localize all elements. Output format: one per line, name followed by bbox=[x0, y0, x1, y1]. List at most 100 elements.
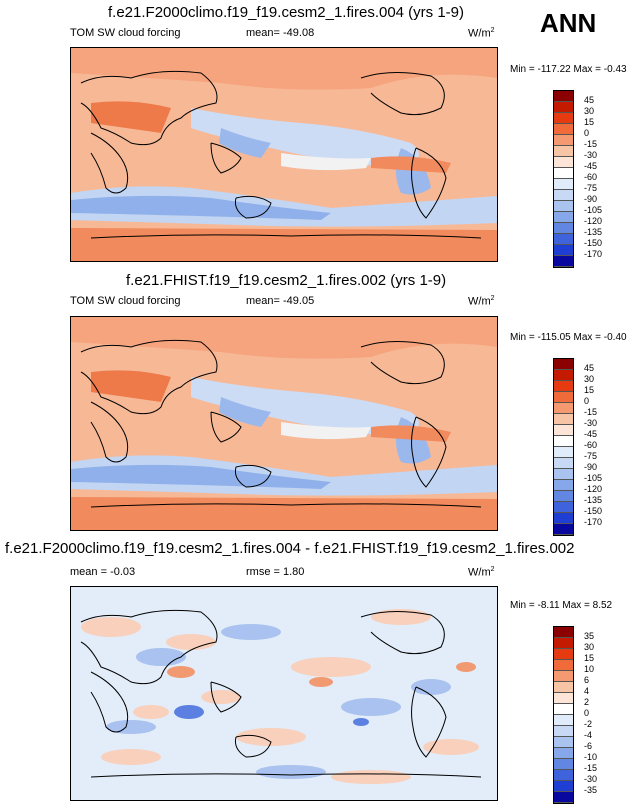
panel3-mean: mean = -0.03 bbox=[70, 566, 135, 578]
panel2-mean: mean= -49.05 bbox=[246, 295, 314, 307]
panel2-mean-label: mean= bbox=[246, 295, 280, 307]
panel1-map bbox=[70, 47, 498, 262]
panel2-minmax: Min = -115.05 Max = -0.40 bbox=[510, 332, 627, 343]
panel1-variable: TOM SW cloud forcing bbox=[70, 27, 181, 39]
panel2-mean-value: -49.05 bbox=[283, 295, 315, 307]
colorbar-swatch bbox=[554, 660, 573, 671]
colorbar-swatch bbox=[554, 381, 573, 392]
colorbar-tick-label: 2 bbox=[584, 697, 590, 707]
colorbar-swatch bbox=[554, 403, 573, 414]
colorbar-tick-label: -150 bbox=[584, 506, 603, 516]
colorbar-tick-label: 0 bbox=[584, 708, 590, 718]
colorbar-swatch bbox=[554, 480, 573, 491]
panel1-colorbar bbox=[553, 90, 574, 268]
colorbar-swatch bbox=[554, 502, 573, 513]
panel1-mean-label: mean= bbox=[246, 27, 280, 39]
colorbar-tick-label: -60 bbox=[584, 440, 598, 450]
colorbar-swatch bbox=[554, 146, 573, 157]
colorbar-tick-label: 30 bbox=[584, 106, 595, 116]
colorbar-swatch bbox=[554, 425, 573, 436]
colorbar-swatch bbox=[554, 91, 573, 102]
colorbar-tick-label: -120 bbox=[584, 484, 603, 494]
colorbar-swatch bbox=[554, 513, 573, 524]
panel3-rmse: rmse = 1.80 bbox=[246, 566, 304, 578]
colorbar-swatch bbox=[554, 359, 573, 370]
colorbar-swatch bbox=[554, 179, 573, 190]
colorbar-tick-label: -135 bbox=[584, 227, 603, 237]
colorbar-swatch bbox=[554, 524, 573, 535]
colorbar-tick-label: -45 bbox=[584, 429, 598, 439]
colorbar-swatch bbox=[554, 168, 573, 179]
colorbar-tick-label: 0 bbox=[584, 128, 590, 138]
colorbar-swatch bbox=[554, 649, 573, 660]
colorbar-tick-label: -135 bbox=[584, 495, 603, 505]
colorbar-swatch bbox=[554, 447, 573, 458]
colorbar-swatch bbox=[554, 638, 573, 649]
colorbar-tick-label: -170 bbox=[584, 517, 603, 527]
colorbar-swatch bbox=[554, 256, 573, 267]
colorbar-swatch bbox=[554, 726, 573, 737]
panel1-mean-value: -49.08 bbox=[283, 27, 315, 39]
colorbar-tick-label: -75 bbox=[584, 183, 598, 193]
panel2-title: f.e21.FHIST.f19_f19.cesm2_1.fires.002 (y… bbox=[126, 272, 447, 289]
panel3-colorbar bbox=[553, 626, 574, 804]
colorbar-swatch bbox=[554, 223, 573, 234]
colorbar-swatch bbox=[554, 458, 573, 469]
colorbar-swatch bbox=[554, 715, 573, 726]
colorbar-swatch bbox=[554, 113, 573, 124]
panel3-units: W/m2 bbox=[468, 566, 495, 579]
colorbar-tick-label: 0 bbox=[584, 396, 590, 406]
colorbar-swatch bbox=[554, 693, 573, 704]
panel3-mean-label: mean = bbox=[70, 566, 107, 578]
colorbar-swatch bbox=[554, 759, 573, 770]
panel3-rmse-value: 1.80 bbox=[283, 566, 305, 578]
colorbar-tick-label: -15 bbox=[584, 139, 598, 149]
colorbar-tick-label: -105 bbox=[584, 473, 603, 483]
colorbar-tick-label: -30 bbox=[584, 774, 598, 784]
colorbar-tick-label: 45 bbox=[584, 363, 595, 373]
colorbar-swatch bbox=[554, 370, 573, 381]
panel1-units: W/m2 bbox=[468, 27, 495, 40]
colorbar-tick-label: -15 bbox=[584, 407, 598, 417]
colorbar-tick-label: -90 bbox=[584, 462, 598, 472]
colorbar-swatch bbox=[554, 748, 573, 759]
colorbar-tick-label: -30 bbox=[584, 418, 598, 428]
colorbar-tick-label: -6 bbox=[584, 741, 593, 751]
colorbar-tick-label: -120 bbox=[584, 216, 603, 226]
panel2-colorbar bbox=[553, 358, 574, 536]
colorbar-tick-label: 45 bbox=[584, 95, 595, 105]
panel3-minmax: Min = -8.11 Max = 8.52 bbox=[510, 600, 613, 611]
panel3-mean-value: -0.03 bbox=[110, 566, 136, 578]
colorbar-tick-label: 4 bbox=[584, 686, 590, 696]
colorbar-swatch bbox=[554, 102, 573, 113]
colorbar-swatch bbox=[554, 414, 573, 425]
colorbar-tick-label: 15 bbox=[584, 117, 595, 127]
panel1-title: f.e21.F2000climo.f19_f19.cesm2_1.fires.0… bbox=[108, 4, 465, 21]
colorbar-swatch bbox=[554, 135, 573, 146]
colorbar-swatch bbox=[554, 234, 573, 245]
panel2-map bbox=[70, 316, 498, 531]
colorbar-swatch bbox=[554, 491, 573, 502]
colorbar-tick-label: -150 bbox=[584, 238, 603, 248]
colorbar-tick-label: -105 bbox=[584, 205, 603, 215]
panel1-mean: mean= -49.08 bbox=[246, 27, 314, 39]
colorbar-tick-label: -45 bbox=[584, 161, 598, 171]
colorbar-swatch bbox=[554, 124, 573, 135]
season-label: ANN bbox=[540, 8, 597, 38]
colorbar-swatch bbox=[554, 704, 573, 715]
colorbar-swatch bbox=[554, 737, 573, 748]
panel3-map bbox=[70, 586, 498, 801]
colorbar-tick-label: 30 bbox=[584, 642, 595, 652]
colorbar-tick-label: -90 bbox=[584, 194, 598, 204]
colorbar-tick-label: -15 bbox=[584, 763, 598, 773]
panel3-title: f.e21.F2000climo.f19_f19.cesm2_1.fires.0… bbox=[5, 540, 575, 557]
colorbar-tick-label: 15 bbox=[584, 653, 595, 663]
colorbar-tick-label: -35 bbox=[584, 785, 598, 795]
colorbar-tick-label: -60 bbox=[584, 172, 598, 182]
colorbar-tick-label: 30 bbox=[584, 374, 595, 384]
colorbar-swatch bbox=[554, 469, 573, 480]
colorbar-swatch bbox=[554, 682, 573, 693]
colorbar-swatch bbox=[554, 781, 573, 792]
colorbar-tick-label: -170 bbox=[584, 249, 603, 259]
panel2-variable: TOM SW cloud forcing bbox=[70, 295, 181, 307]
